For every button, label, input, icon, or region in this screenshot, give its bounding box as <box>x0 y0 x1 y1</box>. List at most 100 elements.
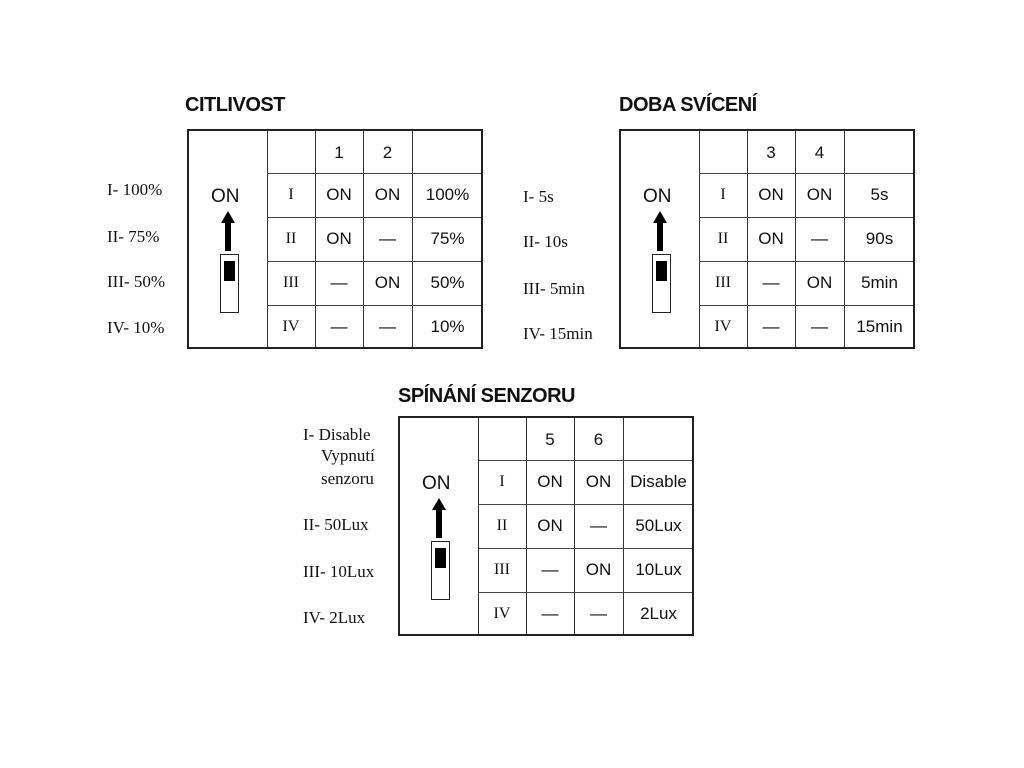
legend-item: II- 75% <box>107 227 160 246</box>
switch-on-label: ON <box>643 186 672 207</box>
switch-state: — <box>541 560 559 579</box>
switch-state: ON <box>806 273 833 292</box>
row-divider <box>478 592 692 593</box>
row-label: IV <box>282 318 300 335</box>
column-divider <box>844 131 845 347</box>
row-divider <box>478 460 692 461</box>
switch-state: ON <box>374 185 401 204</box>
switch-state: ON <box>758 185 784 204</box>
result-value: 15min <box>856 317 903 336</box>
legend-item: IV- 10% <box>107 318 165 337</box>
row-label: II <box>717 230 729 247</box>
switch-state: — <box>811 317 828 336</box>
column-divider <box>526 418 527 634</box>
up-arrow-icon <box>221 211 235 256</box>
row-divider <box>267 173 481 174</box>
row-label: IV <box>493 605 511 622</box>
row-divider <box>267 261 481 262</box>
column-divider <box>747 131 748 347</box>
row-label: I <box>499 473 505 490</box>
switch-knob <box>224 261 235 281</box>
column-header <box>699 131 747 175</box>
result-value: 5min <box>861 273 898 292</box>
switch-state: — <box>330 273 348 292</box>
column-divider <box>412 131 413 347</box>
switch-state: — <box>590 516 607 535</box>
dip-switch-graphic <box>431 541 450 600</box>
dip-switch-graphic <box>220 254 239 313</box>
switch-state: — <box>541 604 559 623</box>
switch-state: ON <box>585 560 612 579</box>
column-divider <box>267 131 268 347</box>
dip-switch-graphic <box>652 254 671 313</box>
legend-item: IV- 2Lux <box>303 608 366 627</box>
legend-item: IV- 15min <box>523 324 593 343</box>
column-header: 3 <box>766 143 776 162</box>
section-title: DOBA SVÍCENÍ <box>619 94 757 116</box>
row-label: I <box>288 186 294 203</box>
result-value: Disable <box>630 472 687 491</box>
row-label: I <box>720 186 726 203</box>
switch-state: ON <box>326 185 352 204</box>
up-arrow-icon <box>653 211 667 256</box>
switch-state: — <box>379 317 396 336</box>
column-header <box>623 418 694 462</box>
row-divider <box>699 261 913 262</box>
switch-state: ON <box>758 229 784 248</box>
switch-state: ON <box>326 229 352 248</box>
dip-switch-table: ON 1 2 I ON ON 100% II ON — 75% III — ON 50% IV — — 10% <box>187 129 483 349</box>
switch-knob <box>656 261 667 281</box>
legend-item: II- 50Lux <box>303 515 369 534</box>
result-value: 10% <box>430 317 465 336</box>
legend-item: III- 50% <box>107 272 166 291</box>
column-divider <box>478 418 479 634</box>
legend-item: I- 5s <box>523 187 554 206</box>
switch-state: — <box>762 273 780 292</box>
column-header <box>412 131 483 175</box>
up-arrow-icon <box>432 498 446 543</box>
legend-item: III- 5min <box>523 279 585 298</box>
switch-on-label: ON <box>211 186 240 207</box>
column-header <box>478 418 526 462</box>
dip-switch-table: ON 5 6 I ON ON Disable II ON — 50Lux III — ON 10Lux IV —… <box>398 416 694 636</box>
row-label: II <box>496 517 508 534</box>
column-divider <box>699 131 700 347</box>
switch-state: ON <box>585 472 612 491</box>
row-divider <box>478 548 692 549</box>
section-title: CITLIVOST <box>185 94 285 116</box>
column-divider <box>363 131 364 347</box>
row-label: III <box>283 274 299 291</box>
switch-state: — <box>811 229 828 248</box>
column-divider <box>315 131 316 347</box>
row-divider <box>699 173 913 174</box>
switch-state: — <box>590 604 607 623</box>
switch-state: — <box>330 317 348 336</box>
column-divider <box>795 131 796 347</box>
switch-state: ON <box>374 273 401 292</box>
row-label: III <box>715 274 731 291</box>
result-value: 100% <box>425 185 470 204</box>
row-divider <box>478 504 692 505</box>
column-header: 5 <box>545 430 555 449</box>
row-divider <box>699 217 913 218</box>
dip-switch-table: ON 3 4 I ON ON 5s II ON — 90s III — ON 5min IV — — 15min <box>619 129 915 349</box>
result-value: 2Lux <box>640 604 677 623</box>
switch-state: — <box>379 229 396 248</box>
column-header: 4 <box>814 143 825 162</box>
result-value: 75% <box>430 229 465 248</box>
row-divider <box>699 305 913 306</box>
row-label: III <box>494 561 510 578</box>
switch-state: ON <box>806 185 833 204</box>
result-value: 10Lux <box>635 560 682 579</box>
section-title: SPÍNÁNÍ SENZORU <box>398 385 575 407</box>
legend-item: II- 10s <box>523 232 568 251</box>
column-header <box>844 131 915 175</box>
column-divider <box>623 418 624 634</box>
switch-state: — <box>762 317 780 336</box>
legend-item: III- 10Lux <box>303 562 375 581</box>
switch-state: ON <box>537 472 563 491</box>
column-header <box>267 131 315 175</box>
legend-item: Vypnutí <box>321 446 375 465</box>
result-value: 5s <box>870 185 889 204</box>
